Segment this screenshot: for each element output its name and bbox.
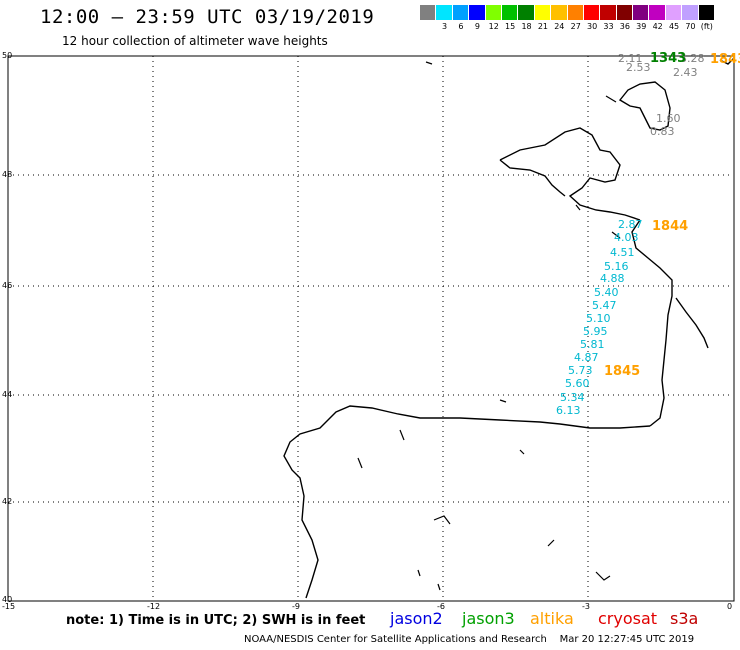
jason3-track-label: 1343 [650, 51, 686, 66]
coast-england-east [719, 57, 735, 65]
footer-credit: NOAA/NESDIS Center for Satellite Applica… [244, 634, 694, 645]
gray-value-4: 2.43 [673, 66, 698, 79]
scale-label: 24 [554, 22, 565, 31]
legend-note: note: 1) Time is in UTC; 2) SWH is in fe… [66, 613, 366, 628]
coastline [283, 57, 735, 599]
coast-brittany [499, 127, 641, 221]
track-1844-value: 5.16 [604, 260, 629, 273]
map-title: 12:00 – 23:59 UTC 03/19/2019 [40, 6, 375, 28]
scale-swatch [600, 5, 617, 20]
scale-label: 42 [652, 22, 663, 31]
scale-swatch [436, 5, 453, 20]
scale-swatch [452, 5, 470, 20]
track-gray-values: 2.11 2.53 3.28 2.43 1.60 0.83 [618, 52, 705, 138]
scale-swatch [633, 5, 650, 20]
scale-swatch [534, 5, 552, 20]
longitude-label: 0 [727, 602, 733, 611]
wave-height-color-scale: 3 6 9 12 15 18 21 24 27 30 33 36 39 42 45 70 (ft) [420, 5, 730, 35]
longitude-label: -6 [437, 602, 445, 611]
scale-label: 30 [587, 22, 598, 31]
map-frame [7, 55, 735, 602]
scale-label: 27 [570, 22, 581, 31]
track-1844-value: 4.88 [600, 272, 625, 285]
scale-swatch [682, 5, 699, 20]
track-label-1845: 1845 [604, 364, 640, 379]
track-label-1844: 1844 [652, 219, 688, 234]
latitude-label: 40 [2, 595, 13, 604]
scale-label: 18 [521, 22, 532, 31]
scale-label: 39 [636, 22, 647, 31]
coast-gironde [675, 297, 709, 349]
scale-swatch [469, 5, 486, 20]
scale-label: 70 [685, 22, 696, 31]
footer-credit-text: NOAA/NESDIS Center for Satellite Applica… [244, 634, 547, 645]
scale-label: 33 [603, 22, 614, 31]
mission-jason3: jason3 [462, 609, 515, 628]
graticule-grid [8, 56, 733, 600]
longitude-label: -12 [147, 602, 161, 611]
scale-swatch [583, 5, 601, 20]
scale-label: 45 [668, 22, 680, 31]
scale-swatch [518, 5, 535, 20]
track-1844-value: 5.95 [583, 325, 608, 338]
latitude-label: 44 [2, 390, 13, 399]
latitude-label: 46 [2, 281, 13, 290]
track-1844-values: 2.874.03 4.515.164.885.405.475.105.955.81… [556, 218, 643, 417]
mission-cryosat: cryosat [598, 609, 658, 628]
track-1844-value: 5.34 [560, 391, 585, 404]
coast-north-spain [283, 405, 651, 599]
track-1844-value: 5.47 [592, 299, 617, 312]
islands [357, 61, 621, 591]
scale-swatch [649, 5, 666, 20]
track-1844-value: 5.73 [568, 364, 593, 377]
track-label-1843: 1843 [710, 52, 740, 67]
scale-swatch [420, 5, 437, 20]
gray-value-2: 2.53 [626, 61, 651, 74]
gray-value-5: 1.60 [656, 112, 681, 125]
scale-swatch [698, 5, 716, 20]
track-1844-value: 4.51 [610, 246, 635, 259]
track-1844-value: 4.87 [574, 351, 599, 364]
track-1844-value: 5.40 [594, 286, 619, 299]
longitude-label: -15 [2, 602, 16, 611]
footer-timestamp: Mar 20 12:27:45 UTC 2019 [559, 634, 695, 645]
longitude-label: -9 [292, 602, 300, 611]
gray-value-3: 3.28 [680, 52, 705, 65]
scale-swatch [567, 5, 584, 20]
mission-jason2: jason2 [390, 609, 443, 628]
latitude-label: 50 [2, 51, 13, 60]
track-1844-value: 5.10 [586, 312, 611, 325]
latitude-label: 48 [2, 170, 13, 179]
scale-label: 21 [537, 22, 549, 31]
scale-label: 6 [458, 22, 464, 31]
scale-label: 15 [505, 22, 516, 31]
scale-label: 36 [619, 22, 630, 31]
longitude-label: -3 [582, 602, 590, 611]
gray-value-1: 2.11 [618, 52, 643, 65]
gray-value-6: 0.83 [650, 125, 675, 138]
scale-label: 9 [474, 22, 480, 31]
scale-swatch [485, 5, 502, 20]
track-1844-value: 6.13 [556, 404, 581, 417]
scale-label: (ft) [700, 22, 713, 31]
track-1844-value: 5.81 [580, 338, 605, 351]
track-1844-value: 4.03 [614, 231, 639, 244]
scale-label: 3 [442, 22, 448, 31]
scale-swatch [551, 5, 568, 20]
scale-label: 12 [488, 22, 499, 31]
latitude-label: 42 [2, 497, 13, 506]
coast-southwest-england [618, 81, 671, 131]
track-1844-value: 2.87 [618, 218, 643, 231]
coast-biscay-france [631, 219, 673, 427]
scale-swatch [616, 5, 634, 20]
scale-swatch [665, 5, 683, 20]
coast-brittany-south [499, 159, 566, 197]
mission-s3a: s3a [670, 609, 699, 628]
map-subtitle: 12 hour collection of altimeter wave hei… [62, 34, 328, 48]
track-1844-value: 5.60 [565, 377, 590, 390]
scale-swatch [501, 5, 519, 20]
mission-altika: altika [530, 609, 574, 628]
